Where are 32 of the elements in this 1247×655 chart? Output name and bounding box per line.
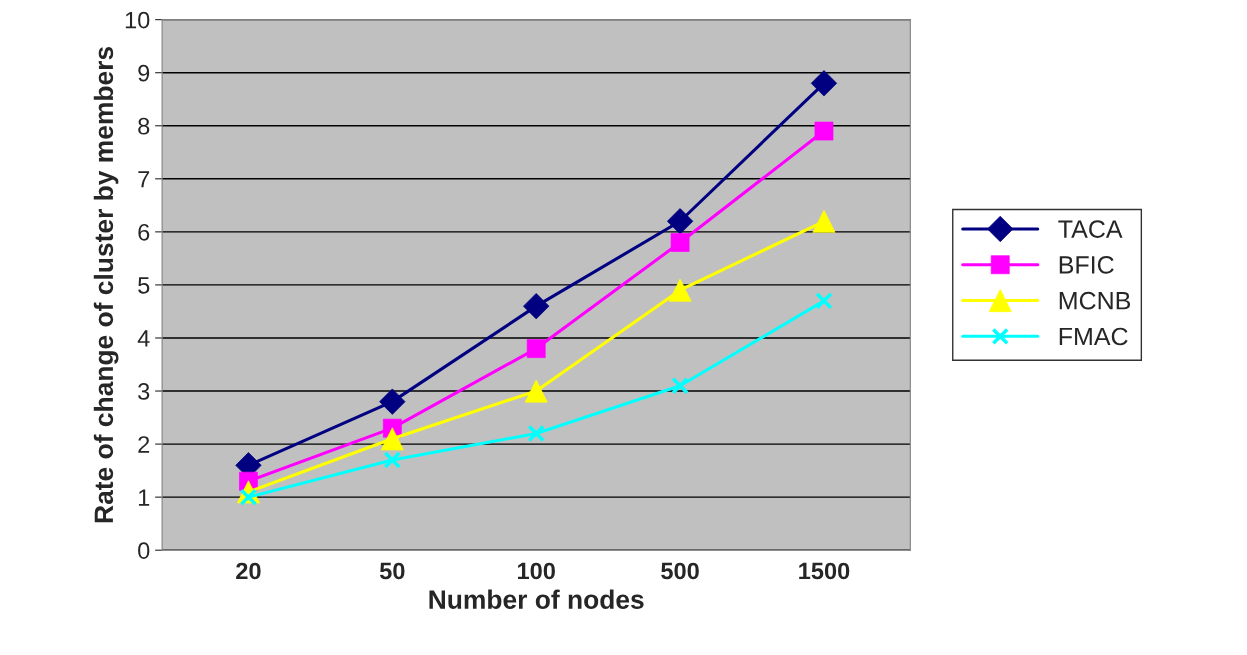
y-tick-label: 7 [138,171,150,188]
y-tick-label: 8 [138,117,150,135]
legend-label: MCNB [1059,291,1131,310]
point [814,121,834,141]
y-tick-label: 5 [138,277,150,294]
y-tick-label: 6 [138,223,150,241]
x-tick-label: 1500 [799,562,850,580]
point [666,208,694,235]
point [523,293,550,320]
point [383,451,402,469]
point [815,292,833,310]
point [380,427,404,451]
y-tick-label: 10 [125,11,150,29]
y-tick-label: 3 [138,383,150,400]
point [671,377,689,395]
legend-label: TACA [1058,220,1123,238]
x-axis-title: Number of nodes [429,589,644,609]
x-tick-label: 50 [379,562,405,580]
y-tick-label: 0 [138,542,150,559]
x-tick-label: 500 [661,562,699,580]
y-tick-label: 1 [138,489,150,506]
point [379,388,406,415]
legend-label: BFIC [1059,256,1114,274]
point [527,424,545,443]
y-axis-title: Rate of change of cluster by members [93,46,119,523]
y-tick-label: 9 [138,64,150,82]
x-tick-label: 100 [518,562,555,580]
point [810,70,838,97]
y-tick-label: 4 [137,330,150,347]
y-tick-label: 2 [138,436,150,453]
legend-label: FMAC [1059,327,1128,346]
x-tick-label: 20 [236,562,261,580]
